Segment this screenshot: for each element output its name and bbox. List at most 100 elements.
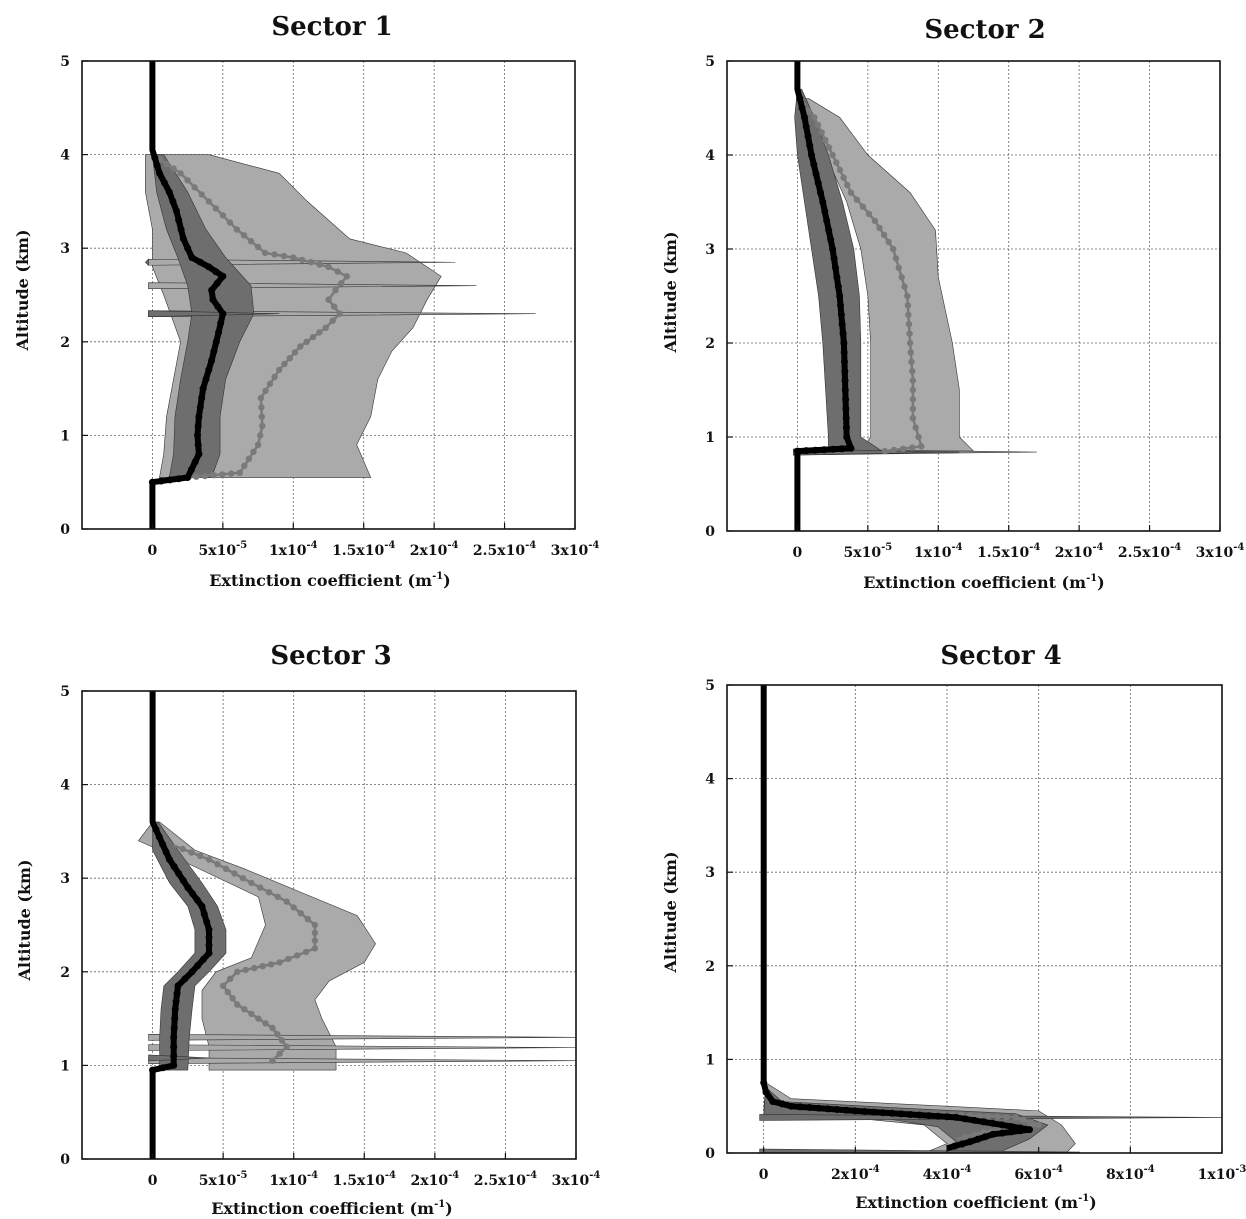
upper-band-spike <box>148 1057 576 1065</box>
upper-profile-point <box>909 405 917 412</box>
mean-profile-point <box>193 896 201 904</box>
plot-frame <box>726 684 1223 1154</box>
mean-profile-line <box>760 685 1033 1152</box>
upper-profile-point <box>994 1113 1001 1120</box>
upper-profile-point <box>322 324 329 331</box>
upper-profile-point <box>805 107 812 115</box>
x-tick-label: 0 <box>793 545 803 561</box>
mean-profile-point <box>847 444 855 452</box>
upper-profile-point <box>257 394 265 402</box>
mean-profile-point <box>842 424 850 432</box>
mean-profile-point <box>212 338 220 346</box>
upper-profile-point <box>254 441 262 448</box>
y-tick-label: 2 <box>705 336 715 352</box>
y-tick-label: 3 <box>60 871 70 887</box>
mean-profile-point <box>829 245 837 253</box>
upper-profile-point <box>311 929 319 936</box>
mean-profile-point <box>162 848 170 856</box>
upper-profile-point <box>853 196 861 203</box>
mean-profile-point <box>184 474 192 481</box>
mean-profile-point <box>796 95 804 103</box>
upper-profile-point <box>234 968 241 975</box>
mean-profile-point <box>156 169 163 177</box>
upper-profile-point <box>283 1043 290 1050</box>
y-tick-label: 3 <box>60 241 70 257</box>
upper-profile-point <box>338 280 345 287</box>
upper-profile-point <box>909 368 916 375</box>
upper-profile-point <box>880 231 888 239</box>
plot-content <box>727 61 1220 531</box>
mean-profile-point <box>199 955 207 963</box>
chart-panel-sector-3: Sector 3 0 1 2 3 4 5 0 5x10-5 1x10-4 1.5x10-4 2x10… <box>15 641 600 1218</box>
x-tick-label: 3x10-4 <box>1196 542 1245 561</box>
upper-profile-point <box>311 937 319 944</box>
upper-profile-point <box>258 413 265 420</box>
mean-profile-point <box>205 366 213 374</box>
mean-profile-point <box>203 918 211 926</box>
x-tick-label: 2x10-4 <box>411 1170 460 1189</box>
upper-profile-point <box>274 893 281 901</box>
upper-profile-point <box>336 310 343 317</box>
mean-profile-point <box>196 258 204 266</box>
upper-profile-point <box>309 333 317 341</box>
mean-profile-point <box>966 1138 974 1146</box>
y-tick-label: 1 <box>60 428 70 444</box>
x-tick-label: 1x10-4 <box>269 540 318 559</box>
upper-profile-point <box>229 995 236 1002</box>
plot-content <box>727 685 1222 1153</box>
upper-profile-point <box>205 856 213 863</box>
x-tick-label: 1x10-4 <box>269 1170 318 1189</box>
upper-profile-point <box>222 865 230 872</box>
y-tick-label: 4 <box>705 772 715 788</box>
mean-profile-point <box>823 217 831 225</box>
upper-profile-point <box>258 404 265 411</box>
upper-profile-point <box>170 165 177 172</box>
upper-profile-point <box>885 238 892 246</box>
mean-profile-point <box>897 1110 905 1118</box>
mean-profile-point <box>815 1104 823 1112</box>
mean-profile-point <box>841 358 848 366</box>
upper-profile-point <box>269 1057 276 1064</box>
y-tick-label: 2 <box>705 959 715 975</box>
upper-profile-point <box>912 424 919 431</box>
upper-profile-point <box>177 170 184 177</box>
mean-profile-point <box>191 458 199 466</box>
mean-profile-point <box>839 330 847 338</box>
mean-profile-point <box>205 926 213 934</box>
upper-profile-point <box>881 447 888 455</box>
mean-profile-point <box>205 949 213 957</box>
upper-profile-point <box>266 380 274 388</box>
mean-profile-point <box>840 339 848 347</box>
upper-profile-point <box>847 189 855 196</box>
mean-profile-point <box>151 154 159 162</box>
upper-band-area <box>137 821 376 1071</box>
y-axis-label: Altitude (km) <box>661 851 680 973</box>
mean-profile-point <box>833 273 841 281</box>
upper-profile-point <box>285 955 292 963</box>
x-tick-label: 5x10-5 <box>199 540 248 559</box>
mean-profile-point <box>952 1113 960 1121</box>
y-tick-label: 0 <box>705 524 715 540</box>
mean-band-area <box>152 821 227 1071</box>
mean-profile-point <box>998 1121 1006 1129</box>
y-tick-label: 5 <box>60 684 70 700</box>
x-axis-label: Extinction coefficient (m-1) <box>211 1199 453 1218</box>
mean-profile-point <box>879 1109 887 1117</box>
y-tick-label: 1 <box>705 430 715 446</box>
mean-profile-point <box>796 1103 804 1111</box>
mean-profile-point <box>188 254 196 262</box>
mean-profile-point <box>184 244 192 252</box>
mean-profile-point <box>172 207 180 215</box>
mean-profile-point <box>842 395 850 403</box>
upper-profile-point <box>316 261 323 268</box>
y-tick-label: 3 <box>705 865 715 881</box>
mean-profile-point <box>170 1043 178 1051</box>
upper-profile-point <box>876 224 883 232</box>
upper-profile-point <box>248 1010 255 1018</box>
mean-profile-point <box>153 162 161 169</box>
upper-profile-point <box>197 852 204 860</box>
mean-profile-point <box>824 1105 832 1113</box>
upper-profile-point <box>918 443 925 450</box>
upper-profile-point <box>276 959 283 966</box>
mean-profile-point <box>149 1066 157 1074</box>
